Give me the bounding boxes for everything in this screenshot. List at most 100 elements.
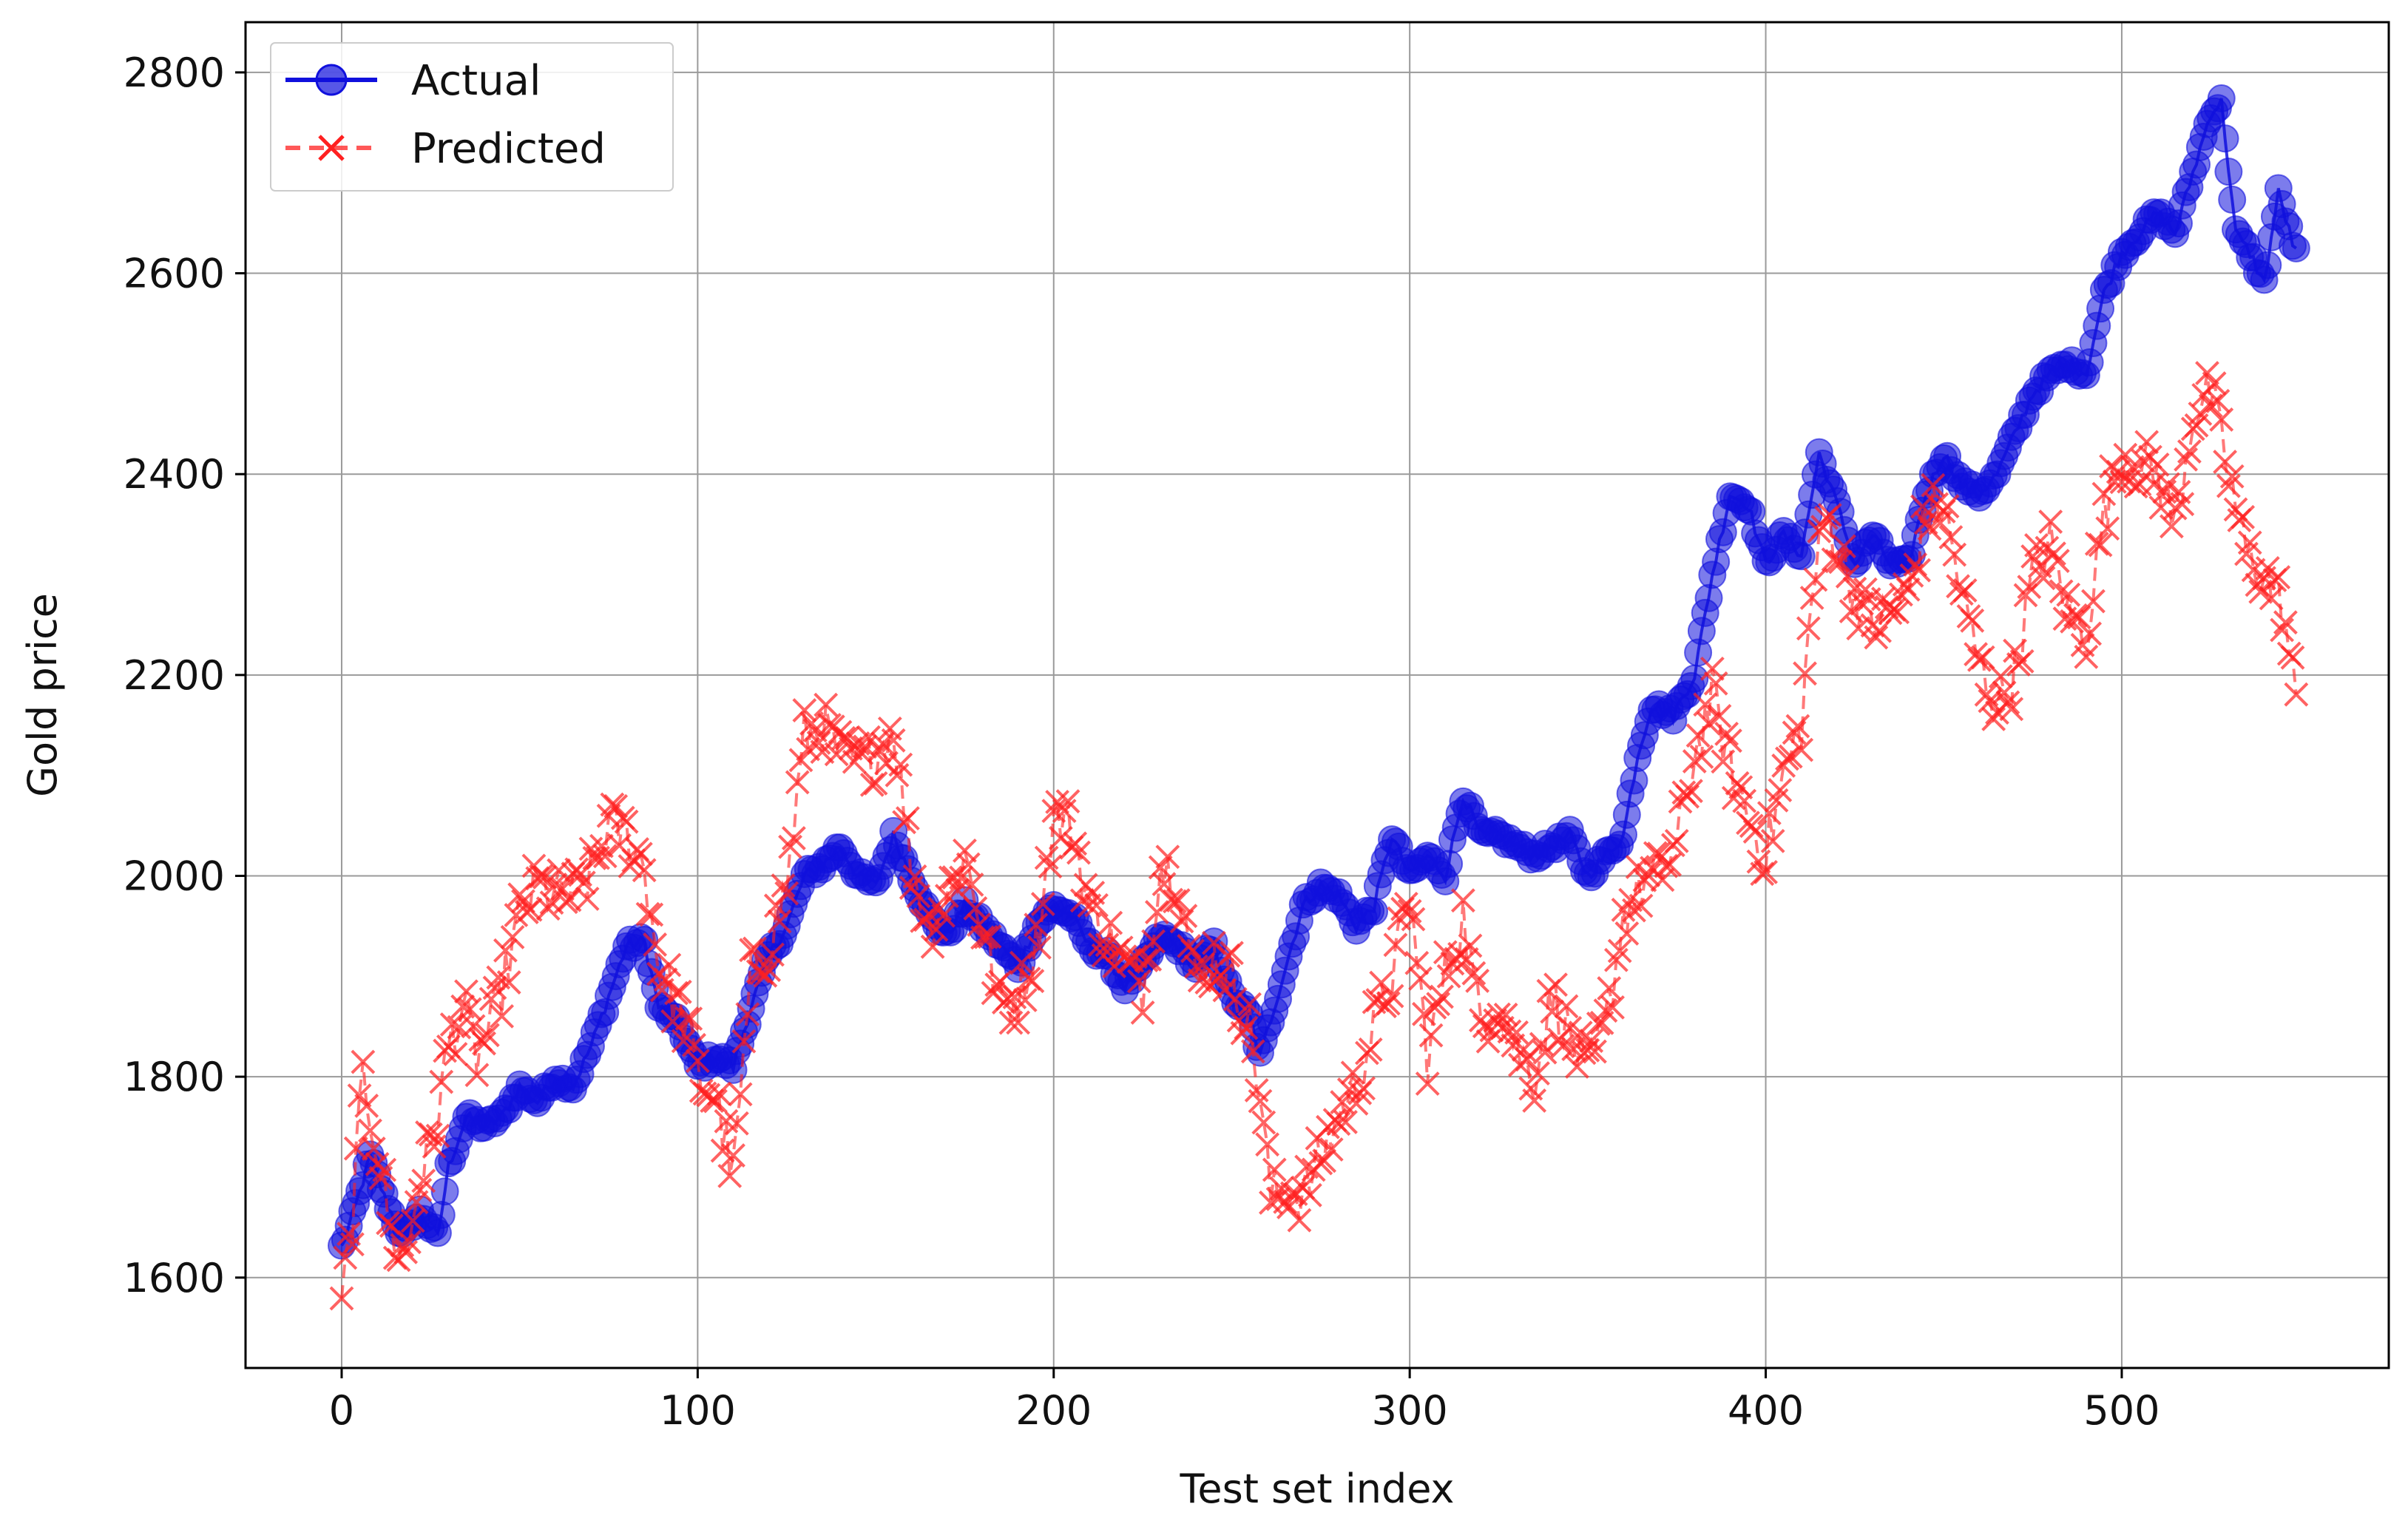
predicted-point	[1895, 577, 1921, 602]
predicted-point	[1027, 935, 1052, 960]
predicted-point	[1526, 1061, 1550, 1086]
predicted-point	[906, 884, 931, 909]
predicted-point	[1163, 889, 1187, 914]
predicted-point	[1408, 966, 1433, 991]
plot-frame	[244, 21, 2390, 1369]
predicted-point	[1522, 1088, 1547, 1113]
predicted-point	[1817, 503, 1842, 527]
predicted-point	[1703, 671, 1728, 696]
legend-actual-marker	[315, 64, 348, 96]
predicted-point	[959, 872, 984, 897]
predicted-point	[1636, 863, 1661, 887]
legend-predicted-label: Predicted	[411, 125, 606, 173]
predicted-point	[831, 725, 856, 751]
predicted-point	[1465, 969, 1490, 993]
predicted-point	[340, 1232, 365, 1257]
predicted-point	[1543, 972, 1568, 998]
actual-point	[427, 1201, 456, 1230]
actual-point	[430, 1177, 459, 1206]
predicted-point	[535, 896, 561, 921]
predicted-point	[757, 958, 782, 983]
predicted-point	[682, 1032, 706, 1057]
predicted-point	[867, 738, 892, 763]
predicted-point	[1742, 819, 1768, 844]
predicted-point	[496, 970, 521, 995]
predicted-point	[1782, 720, 1807, 745]
predicted-point	[1063, 831, 1088, 856]
predicted-point	[1038, 854, 1063, 879]
predicted-point	[2248, 579, 2273, 604]
predicted-point	[372, 1157, 397, 1182]
predicted-point	[2177, 439, 2202, 464]
predicted-point	[475, 1023, 500, 1048]
predicted-point	[1030, 892, 1055, 916]
predicted-point	[1426, 992, 1451, 1017]
predicted-point	[1234, 1015, 1259, 1040]
predicted-point	[1141, 929, 1166, 954]
predicted-point	[1222, 986, 1248, 1012]
predicted-point	[1981, 707, 2006, 731]
predicted-point	[1497, 1019, 1522, 1044]
predicted-point	[2056, 582, 2081, 607]
predicted-point	[443, 1042, 468, 1066]
predicted-point	[774, 881, 799, 906]
predicted-point	[2049, 579, 2074, 604]
predicted-point	[1839, 599, 1864, 623]
predicted-point	[1358, 1037, 1383, 1062]
predicted-point	[1796, 616, 1821, 641]
predicted-point	[2095, 516, 2120, 541]
x-tick-label: 400	[1728, 1387, 1804, 1434]
actual-point	[2253, 251, 2282, 280]
predicted-point	[1012, 988, 1038, 1012]
predicted-point	[2009, 648, 2035, 674]
predicted-point	[1312, 1148, 1337, 1174]
predicted-point	[2198, 393, 2223, 419]
predicted-point	[1009, 950, 1034, 975]
predicted-point	[1739, 813, 1764, 839]
predicted-point	[1248, 1088, 1273, 1114]
predicted-point	[472, 1031, 496, 1056]
predicted-point	[1379, 983, 1404, 1009]
predicted-point	[1130, 1000, 1155, 1025]
predicted-point	[2266, 565, 2291, 590]
predicted-point	[500, 924, 525, 949]
predicted-point	[1714, 721, 1739, 746]
predicted-point	[771, 873, 796, 898]
predicted-point	[1109, 935, 1134, 961]
predicted-point	[1942, 542, 1967, 567]
predicted-point	[490, 1003, 515, 1029]
predicted-point	[1034, 845, 1059, 870]
series-predicted	[329, 361, 2309, 1311]
predicted-point	[1255, 1132, 1280, 1157]
predicted-point	[333, 1245, 358, 1270]
predicted-point	[1793, 661, 1817, 686]
predicted-point	[760, 942, 785, 967]
actual-point	[2211, 124, 2239, 153]
predicted-point	[1208, 963, 1234, 988]
predicted-point	[1340, 1060, 1365, 1086]
predicted-point	[856, 725, 881, 750]
predicted-point	[1415, 1071, 1440, 1096]
y-tick-label: 2400	[124, 451, 225, 498]
predicted-point	[1461, 961, 1487, 986]
predicted-point	[717, 1163, 743, 1188]
predicted-point	[2273, 610, 2298, 635]
predicted-point	[1654, 853, 1679, 878]
predicted-point	[461, 1014, 486, 1039]
predicted-point	[639, 902, 664, 927]
predicted-point	[1376, 991, 1401, 1016]
predicted-point	[1614, 921, 1640, 946]
x-tick-label: 200	[1015, 1387, 1092, 1434]
predicted-point	[667, 979, 692, 1004]
predicted-point	[824, 742, 849, 767]
predicted-point	[1600, 995, 1625, 1020]
predicted-point	[2113, 442, 2138, 467]
predicted-point	[2209, 407, 2234, 432]
predicted-point	[1835, 564, 1860, 589]
predicted-point	[735, 1002, 760, 1027]
predicted-point	[1864, 625, 1889, 650]
predicted-point	[1583, 1039, 1607, 1064]
predicted-point	[739, 938, 763, 963]
predicted-point	[778, 834, 802, 859]
